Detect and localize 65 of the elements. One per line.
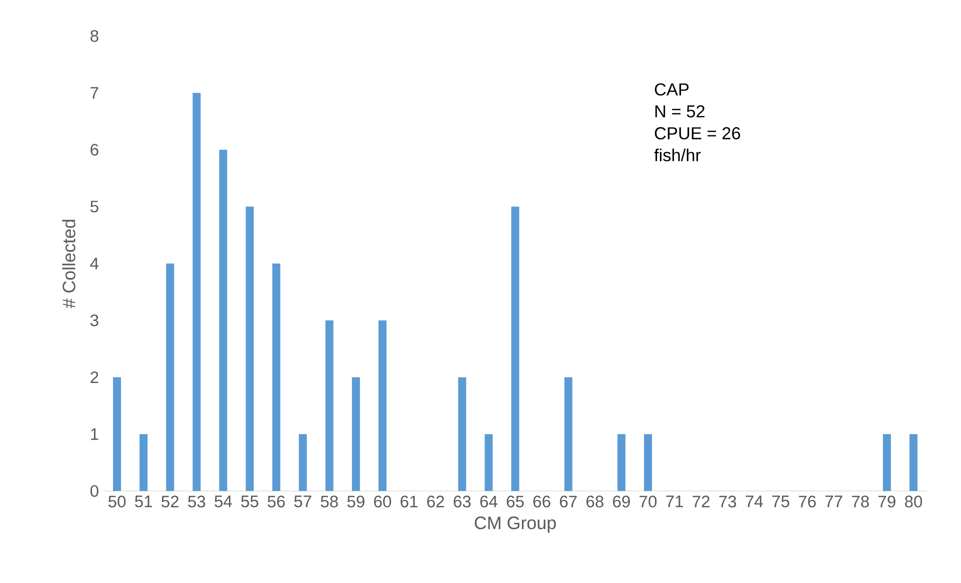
x-tick-label: 52 — [162, 496, 178, 508]
annotation: CAP — [654, 83, 689, 96]
x-tick-label: 70 — [640, 496, 657, 508]
x-tick-label: 72 — [692, 496, 710, 508]
x-tick-label: 62 — [427, 496, 444, 508]
x-tick-label: 76 — [798, 496, 816, 508]
x-tick-label: 69 — [613, 496, 630, 508]
x-tick-label: 57 — [294, 496, 312, 508]
x-tick-label: 63 — [454, 496, 471, 508]
y-axis-title: # Collected — [62, 220, 76, 308]
bar — [458, 377, 466, 491]
bar — [882, 434, 891, 491]
y-tick-label: 3 — [90, 314, 98, 326]
y-tick-label: 8 — [90, 30, 98, 42]
y-tick-label: 2 — [90, 371, 98, 384]
y-tick-label: 1 — [91, 428, 98, 440]
bar — [298, 434, 307, 491]
bar — [909, 434, 918, 491]
x-tick-label: 58 — [320, 496, 338, 508]
bar — [272, 263, 280, 491]
x-tick-label: 77 — [825, 496, 842, 508]
annotation: fish/hr — [654, 148, 701, 162]
bar — [644, 434, 652, 491]
x-tick-label: 59 — [347, 496, 364, 508]
x-tick-label: 71 — [666, 496, 683, 508]
x-tick-label: 51 — [134, 496, 152, 508]
x-tick-label: 50 — [108, 496, 126, 508]
x-tick-label: 73 — [719, 496, 736, 508]
x-tick-label: 68 — [586, 496, 604, 508]
x-tick-label: 56 — [268, 496, 285, 508]
x-tick-label: 80 — [904, 496, 922, 508]
bar — [192, 92, 201, 491]
bar — [325, 320, 334, 491]
bar — [219, 150, 228, 491]
bar — [378, 320, 386, 491]
x-axis-title: CM Group — [474, 516, 556, 533]
y-tick-label: 0 — [90, 485, 98, 497]
x-tick-label: 54 — [214, 496, 232, 508]
bar — [166, 263, 174, 491]
bar — [140, 434, 148, 491]
y-tick-label: 7 — [90, 87, 98, 99]
y-tick-label: 4 — [90, 258, 99, 270]
bar — [246, 206, 254, 491]
x-tick-label: 67 — [560, 496, 577, 508]
bar — [511, 206, 520, 491]
bar — [352, 377, 360, 491]
annotation: N = 52 — [655, 105, 704, 118]
bar — [564, 377, 572, 491]
x-tick-label: 65 — [506, 496, 524, 508]
y-tick-label: 6 — [90, 144, 98, 156]
x-tick-label: 66 — [533, 496, 550, 508]
x-tick-label: 79 — [878, 496, 896, 508]
x-tick-label: 60 — [374, 496, 392, 508]
annotation: CPUE = 26 — [654, 127, 740, 140]
x-tick-label: 78 — [852, 496, 869, 508]
x-tick-label: 55 — [241, 496, 258, 508]
bar — [484, 434, 493, 491]
x-tick-label: 64 — [480, 496, 498, 508]
x-tick-label: 75 — [772, 496, 790, 508]
bar — [113, 377, 122, 491]
x-tick-label: 61 — [400, 496, 418, 508]
bar — [617, 434, 626, 491]
y-tick-label: 5 — [90, 200, 98, 212]
x-tick-label: 74 — [746, 496, 763, 508]
x-tick-label: 53 — [188, 496, 206, 508]
